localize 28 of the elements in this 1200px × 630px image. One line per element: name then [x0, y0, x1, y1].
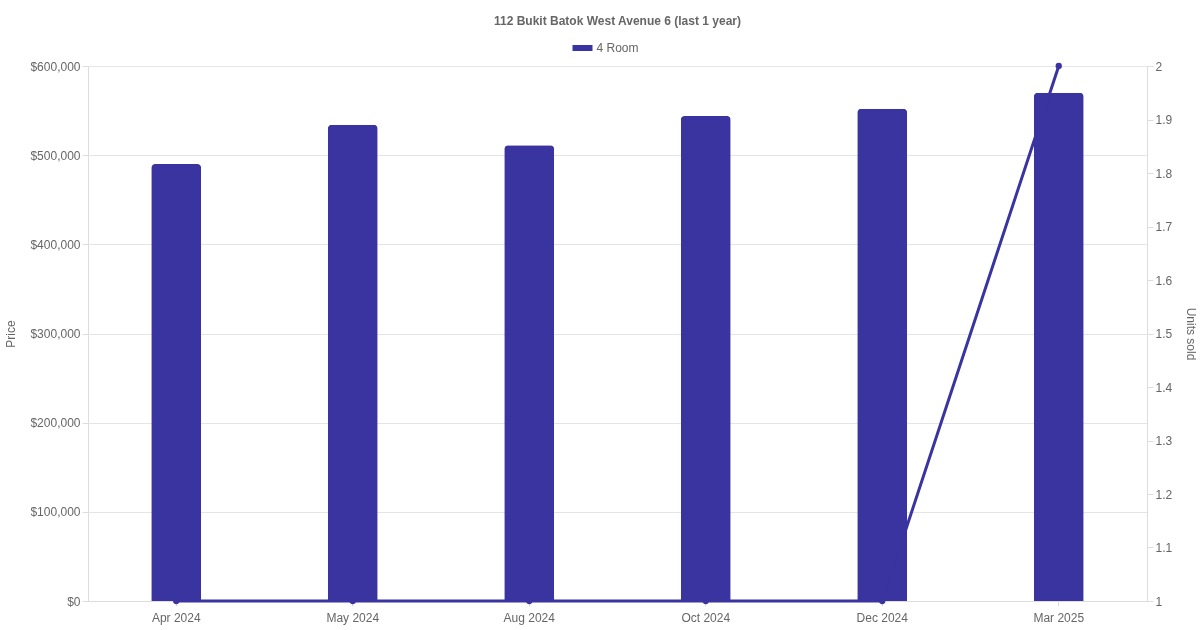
y-tick-label: $600,000 [30, 59, 81, 74]
y2-tick-label: 1.6 [1155, 273, 1173, 288]
y2-tick-label: 1.7 [1155, 220, 1173, 234]
y-axis-title: Price [4, 320, 19, 348]
legend-label: 4 Room [596, 41, 639, 55]
y2-tick-label: 1.5 [1155, 327, 1173, 341]
y-tick-label: $400,000 [30, 237, 81, 252]
y2-axis-title: Units sold [1184, 307, 1199, 361]
x-tick-label: Aug 2024 [503, 610, 556, 625]
x-tick-label: Dec 2024 [856, 610, 909, 625]
chart-title: 112 Bukit Batok West Avenue 6 (last 1 year) [494, 14, 741, 28]
x-tick-label: Apr 2024 [151, 610, 201, 625]
y2-tick-label: 1.4 [1155, 380, 1173, 395]
y-tick-label: $100,000 [30, 505, 81, 520]
y2-tick-label: 1.1 [1155, 541, 1173, 555]
y2-tick-label: 1.8 [1155, 166, 1173, 181]
y-tick-label: $500,000 [30, 148, 81, 163]
x-tick-label: Oct 2024 [681, 610, 731, 625]
y-tick-label: $300,000 [30, 327, 81, 341]
x-tick-label: May 2024 [326, 610, 380, 625]
y-tick-label: $0 [67, 594, 81, 609]
y2-tick-label: 1.3 [1155, 434, 1173, 448]
y-tick-label: $200,000 [30, 416, 81, 431]
y2-tick-label: 2 [1155, 59, 1163, 74]
y2-tick-label: 1.2 [1155, 487, 1173, 502]
y2-tick-label: 1 [1155, 594, 1163, 609]
x-tick-label: Mar 2025 [1033, 610, 1085, 625]
y2-tick-label: 1.9 [1155, 113, 1173, 127]
